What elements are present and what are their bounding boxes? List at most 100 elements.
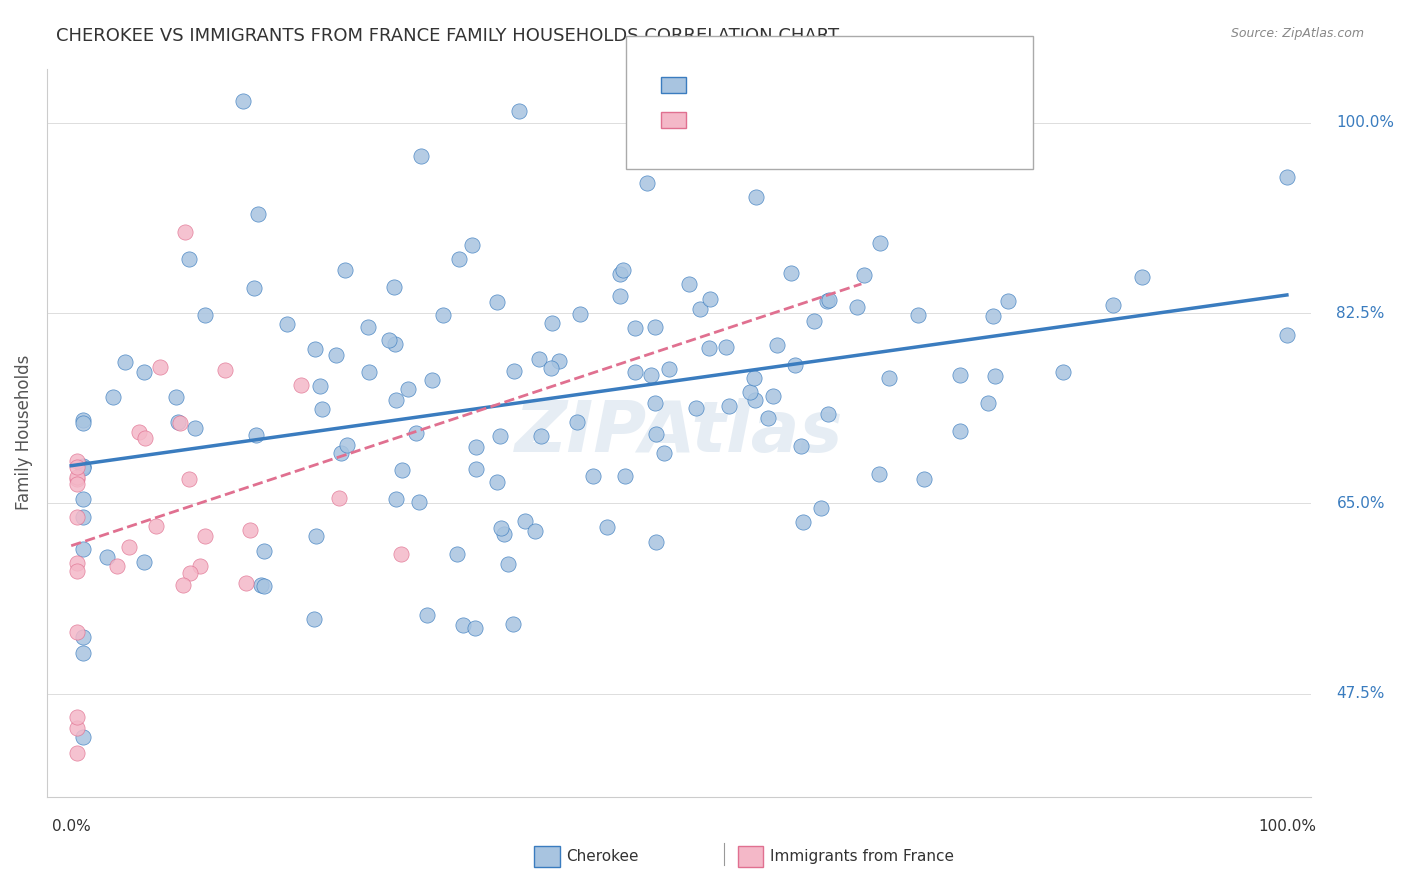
Point — [912, 473, 935, 487]
Point — [685, 401, 707, 415]
Point — [527, 352, 550, 367]
Text: 100.0%: 100.0% — [1258, 819, 1316, 834]
Point — [612, 263, 634, 277]
Point — [66, 476, 89, 491]
Point — [494, 527, 516, 541]
Point — [658, 361, 681, 376]
Point — [464, 440, 486, 454]
Point — [242, 281, 264, 295]
Point — [357, 320, 380, 334]
Point — [569, 307, 592, 321]
Point — [194, 308, 217, 322]
Point — [461, 238, 484, 252]
Point — [852, 268, 875, 282]
Point — [72, 630, 94, 644]
Point — [508, 103, 530, 118]
Point — [949, 368, 972, 382]
Point — [420, 373, 443, 387]
Text: Source: ZipAtlas.com: Source: ZipAtlas.com — [1230, 27, 1364, 40]
Point — [416, 608, 439, 623]
Point — [451, 618, 474, 632]
Point — [640, 368, 662, 382]
Point — [184, 421, 207, 435]
Point — [128, 425, 150, 439]
Point — [744, 393, 766, 408]
Point — [810, 500, 832, 515]
Point — [96, 549, 118, 564]
Point — [636, 176, 658, 190]
Point — [335, 438, 357, 452]
Point — [408, 495, 430, 509]
Point — [66, 709, 89, 723]
Point — [179, 566, 201, 581]
Point — [405, 426, 427, 441]
Point — [652, 445, 675, 459]
Point — [72, 458, 94, 473]
Point — [644, 396, 666, 410]
Point — [984, 368, 1007, 383]
Point — [66, 472, 89, 486]
Point — [396, 382, 419, 396]
Point — [699, 293, 721, 307]
Point — [169, 416, 191, 430]
Point — [132, 555, 155, 569]
Point — [432, 308, 454, 322]
Point — [541, 317, 564, 331]
Point — [114, 354, 136, 368]
Point — [515, 514, 537, 528]
Point — [595, 520, 617, 534]
Point — [66, 460, 89, 475]
Text: N =: N = — [799, 113, 832, 128]
Point — [231, 94, 253, 108]
Point — [72, 646, 94, 660]
Text: 31: 31 — [832, 113, 856, 128]
Point — [868, 467, 890, 481]
Point — [742, 371, 765, 385]
Point — [1052, 366, 1074, 380]
Text: R =: R = — [697, 78, 731, 92]
Point — [718, 399, 741, 413]
Point — [409, 149, 432, 163]
Text: Immigrants from France: Immigrants from France — [770, 849, 955, 863]
Point — [134, 431, 156, 445]
Point — [523, 524, 546, 539]
Point — [311, 402, 333, 417]
Point — [530, 429, 553, 443]
Point — [846, 300, 869, 314]
Point — [997, 293, 1019, 308]
Point — [609, 267, 631, 281]
Text: Cherokee: Cherokee — [567, 849, 640, 863]
Point — [391, 462, 413, 476]
Point — [302, 612, 325, 626]
Point — [66, 469, 89, 483]
Point — [645, 535, 668, 549]
Point — [72, 461, 94, 475]
Point — [167, 415, 190, 429]
Point — [780, 266, 803, 280]
Point — [72, 510, 94, 524]
Point — [384, 336, 406, 351]
Point — [72, 412, 94, 426]
Point — [384, 491, 406, 506]
Point — [818, 293, 841, 307]
Point — [489, 429, 512, 443]
Text: ZIPAtlas: ZIPAtlas — [515, 398, 844, 467]
Point — [246, 207, 269, 221]
Point — [72, 492, 94, 507]
Point — [66, 557, 89, 571]
Text: 65.0%: 65.0% — [1337, 496, 1385, 511]
Point — [382, 279, 405, 293]
Point — [981, 309, 1004, 323]
Point — [907, 308, 929, 322]
Point — [101, 390, 124, 404]
Point — [66, 454, 89, 468]
Point — [66, 624, 89, 639]
Point — [756, 410, 779, 425]
Point — [239, 523, 262, 537]
Text: 0.410: 0.410 — [731, 78, 775, 92]
Text: 0.151: 0.151 — [733, 113, 776, 128]
Point — [177, 472, 200, 486]
Point — [235, 576, 257, 591]
Point — [290, 377, 312, 392]
Point — [714, 340, 737, 354]
